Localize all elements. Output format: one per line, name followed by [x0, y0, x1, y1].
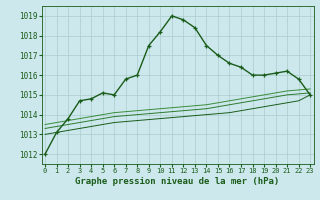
X-axis label: Graphe pression niveau de la mer (hPa): Graphe pression niveau de la mer (hPa): [76, 177, 280, 186]
